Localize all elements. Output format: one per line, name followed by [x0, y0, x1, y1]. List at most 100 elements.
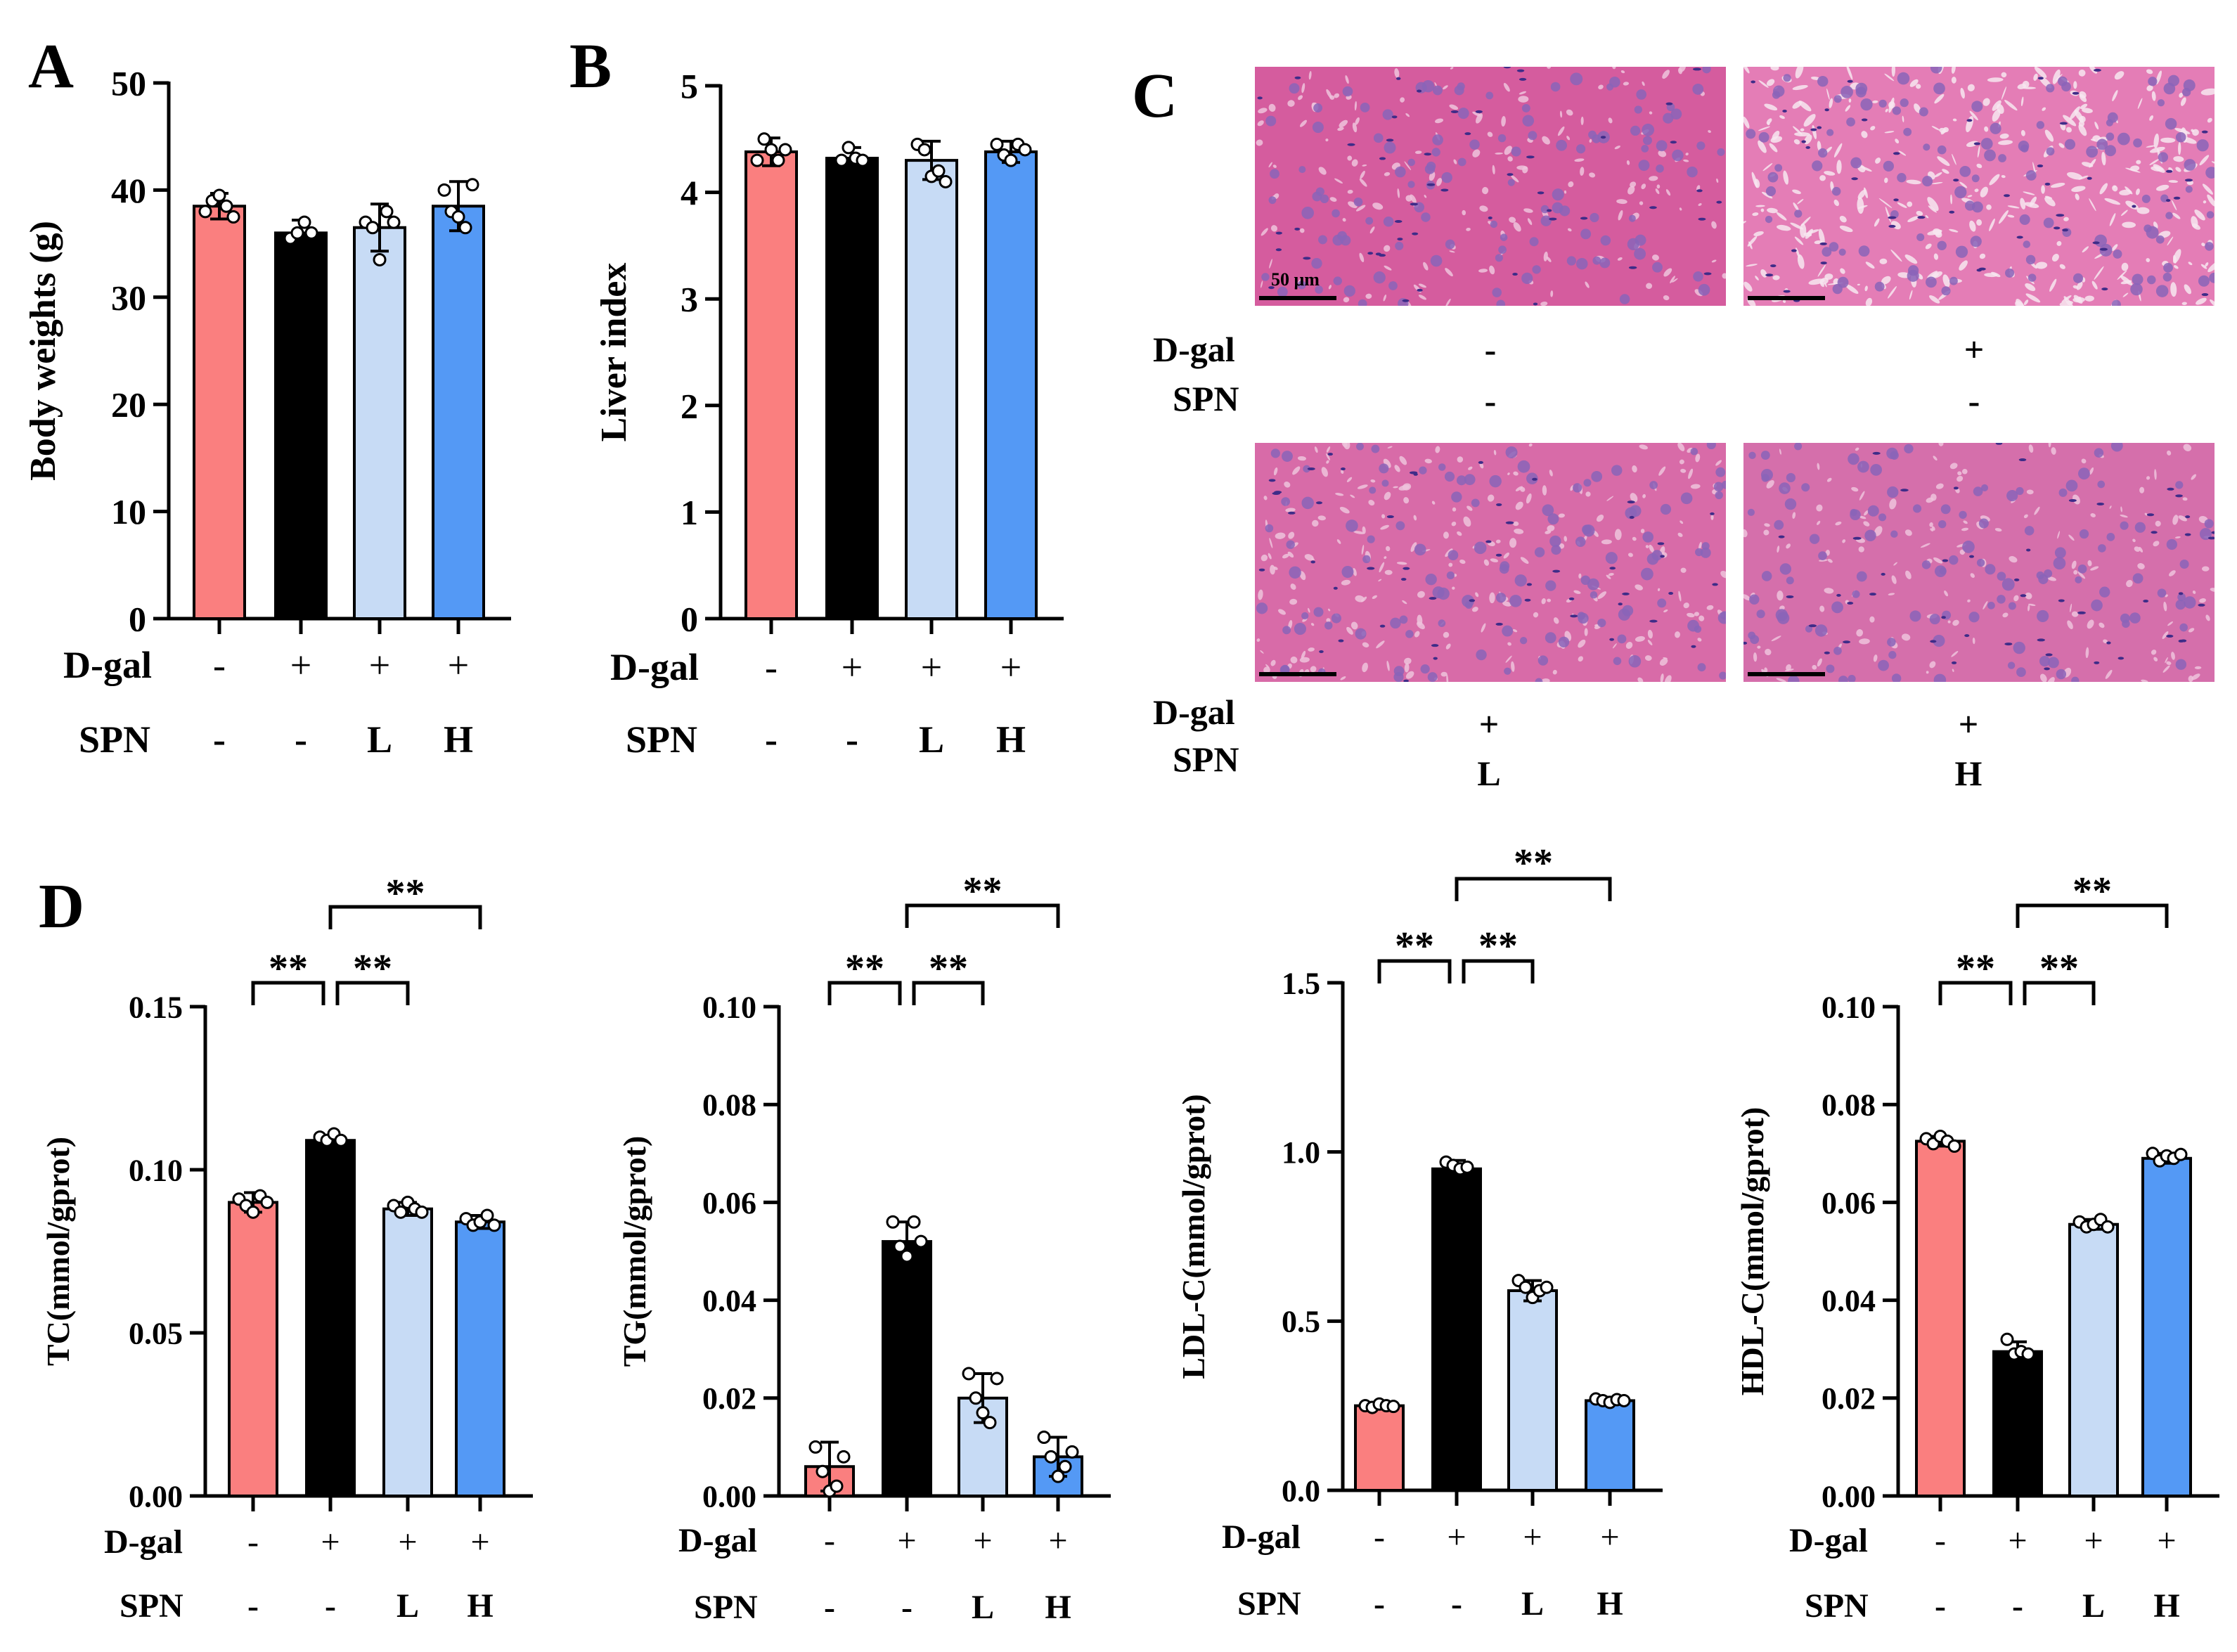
sinusoid [2094, 266, 2104, 280]
sinusoid [1649, 544, 1654, 553]
data-point [893, 1239, 907, 1253]
sinusoid [1268, 553, 1272, 560]
sinusoid [2059, 264, 2065, 269]
panel-label-a: A [28, 32, 74, 101]
nucleus [1923, 143, 1930, 151]
sinusoid [2167, 450, 2172, 456]
nucleus [1270, 169, 1279, 179]
nucleus [2077, 467, 2090, 480]
nucleus [2058, 76, 2068, 86]
sinusoid [1468, 466, 1473, 470]
nucleus [1451, 491, 1462, 503]
kupffer-cell [1751, 80, 1755, 84]
sinusoid [1680, 468, 1687, 473]
sinusoid [2199, 598, 2206, 603]
spn-symbol: - [824, 1589, 835, 1626]
kupffer-cell [2018, 458, 2027, 462]
sinusoid [1753, 231, 1764, 236]
sinusoid [2078, 124, 2087, 136]
data-point [480, 1208, 494, 1222]
sinusoid [1299, 657, 1310, 663]
sinusoid [2146, 258, 2151, 262]
sinusoid [1934, 172, 1942, 178]
nucleus [1431, 148, 1440, 157]
nucleus [1971, 174, 1980, 183]
kupffer-cell [1495, 553, 1502, 557]
histology-texture [1255, 443, 1726, 682]
nucleus [1690, 447, 1698, 456]
significance-stars: ** [1395, 924, 1434, 968]
spn-row-label: SPN [120, 1587, 183, 1625]
sinusoid [1478, 269, 1488, 273]
c-spn-label-top: SPN [1173, 379, 1239, 418]
nucleus [1888, 651, 1897, 659]
sinusoid [1285, 508, 1296, 512]
sinusoid [2117, 270, 2127, 280]
spn-symbol: L [919, 718, 944, 761]
sinusoid [1722, 273, 1726, 279]
nucleus [1373, 271, 1386, 284]
nucleus [1887, 638, 1896, 647]
sinusoid [1655, 188, 1660, 195]
sinusoid [1513, 471, 1519, 476]
sinusoid [1383, 458, 1391, 468]
significance-bracket [1455, 877, 1612, 901]
spn-symbol: - [765, 718, 778, 761]
sinusoid [1268, 162, 1272, 168]
sinusoid [1766, 479, 1774, 489]
nucleus [1891, 673, 1902, 682]
sinusoid [1384, 265, 1392, 271]
nucleus [2025, 170, 2037, 181]
nucleus [1939, 567, 1947, 575]
nucleus [1846, 117, 1855, 127]
sinusoid [1566, 136, 1571, 141]
sinusoid [2136, 188, 2140, 195]
sinusoid [2020, 96, 2024, 107]
nucleus [1930, 67, 1942, 74]
sinusoid [1481, 623, 1486, 633]
nucleus [1962, 541, 1975, 553]
sinusoid [1501, 116, 1506, 127]
sinusoid [1463, 516, 1471, 527]
sinusoid [2099, 183, 2108, 195]
sinusoid [1842, 539, 1846, 543]
sinusoid [2104, 198, 2121, 205]
chart-d1: 0.000.050.100.15TC(mmol/gprot)--+-+L+HD-… [40, 872, 533, 1625]
kupffer-cell [1851, 177, 1858, 181]
nucleus [1756, 609, 1765, 619]
sinusoid [1398, 484, 1410, 491]
sinusoid [1884, 73, 1895, 82]
sinusoid [1314, 446, 1318, 453]
nucleus [1289, 83, 1300, 94]
sinusoid [1489, 265, 1495, 275]
scale-bar [1259, 672, 1336, 676]
sinusoid [1479, 205, 1488, 212]
sinusoid [1992, 100, 2001, 111]
nucleus [1838, 248, 1846, 256]
sinusoid [1977, 146, 1980, 158]
nucleus [2005, 268, 2015, 278]
kupffer-cell [1464, 132, 1471, 136]
kupffer-cell [1836, 593, 1841, 597]
sinusoid [1929, 661, 1936, 669]
sinusoid [1585, 281, 1590, 288]
sinusoid [1639, 201, 1644, 205]
sinusoid [1513, 521, 1519, 527]
sinusoid [2207, 260, 2215, 273]
sinusoid [2085, 647, 2089, 659]
sinusoid [1287, 100, 1295, 107]
sinusoid [1263, 666, 1270, 673]
sinusoid [1764, 103, 1778, 111]
nucleus [1457, 157, 1466, 167]
kupffer-cell [1893, 152, 1900, 155]
kupffer-cell [1629, 515, 1635, 519]
sinusoid [1616, 199, 1627, 205]
sinusoid [1326, 618, 1331, 623]
dgal-symbol: + [1600, 1518, 1619, 1556]
y-tick-label: 1.0 [1282, 1135, 1320, 1170]
nucleus [1938, 520, 1947, 529]
significance-bracket [1462, 959, 1535, 983]
sinusoid [2136, 160, 2141, 164]
sinusoid [2191, 216, 2198, 228]
sinusoid [1340, 470, 1344, 474]
